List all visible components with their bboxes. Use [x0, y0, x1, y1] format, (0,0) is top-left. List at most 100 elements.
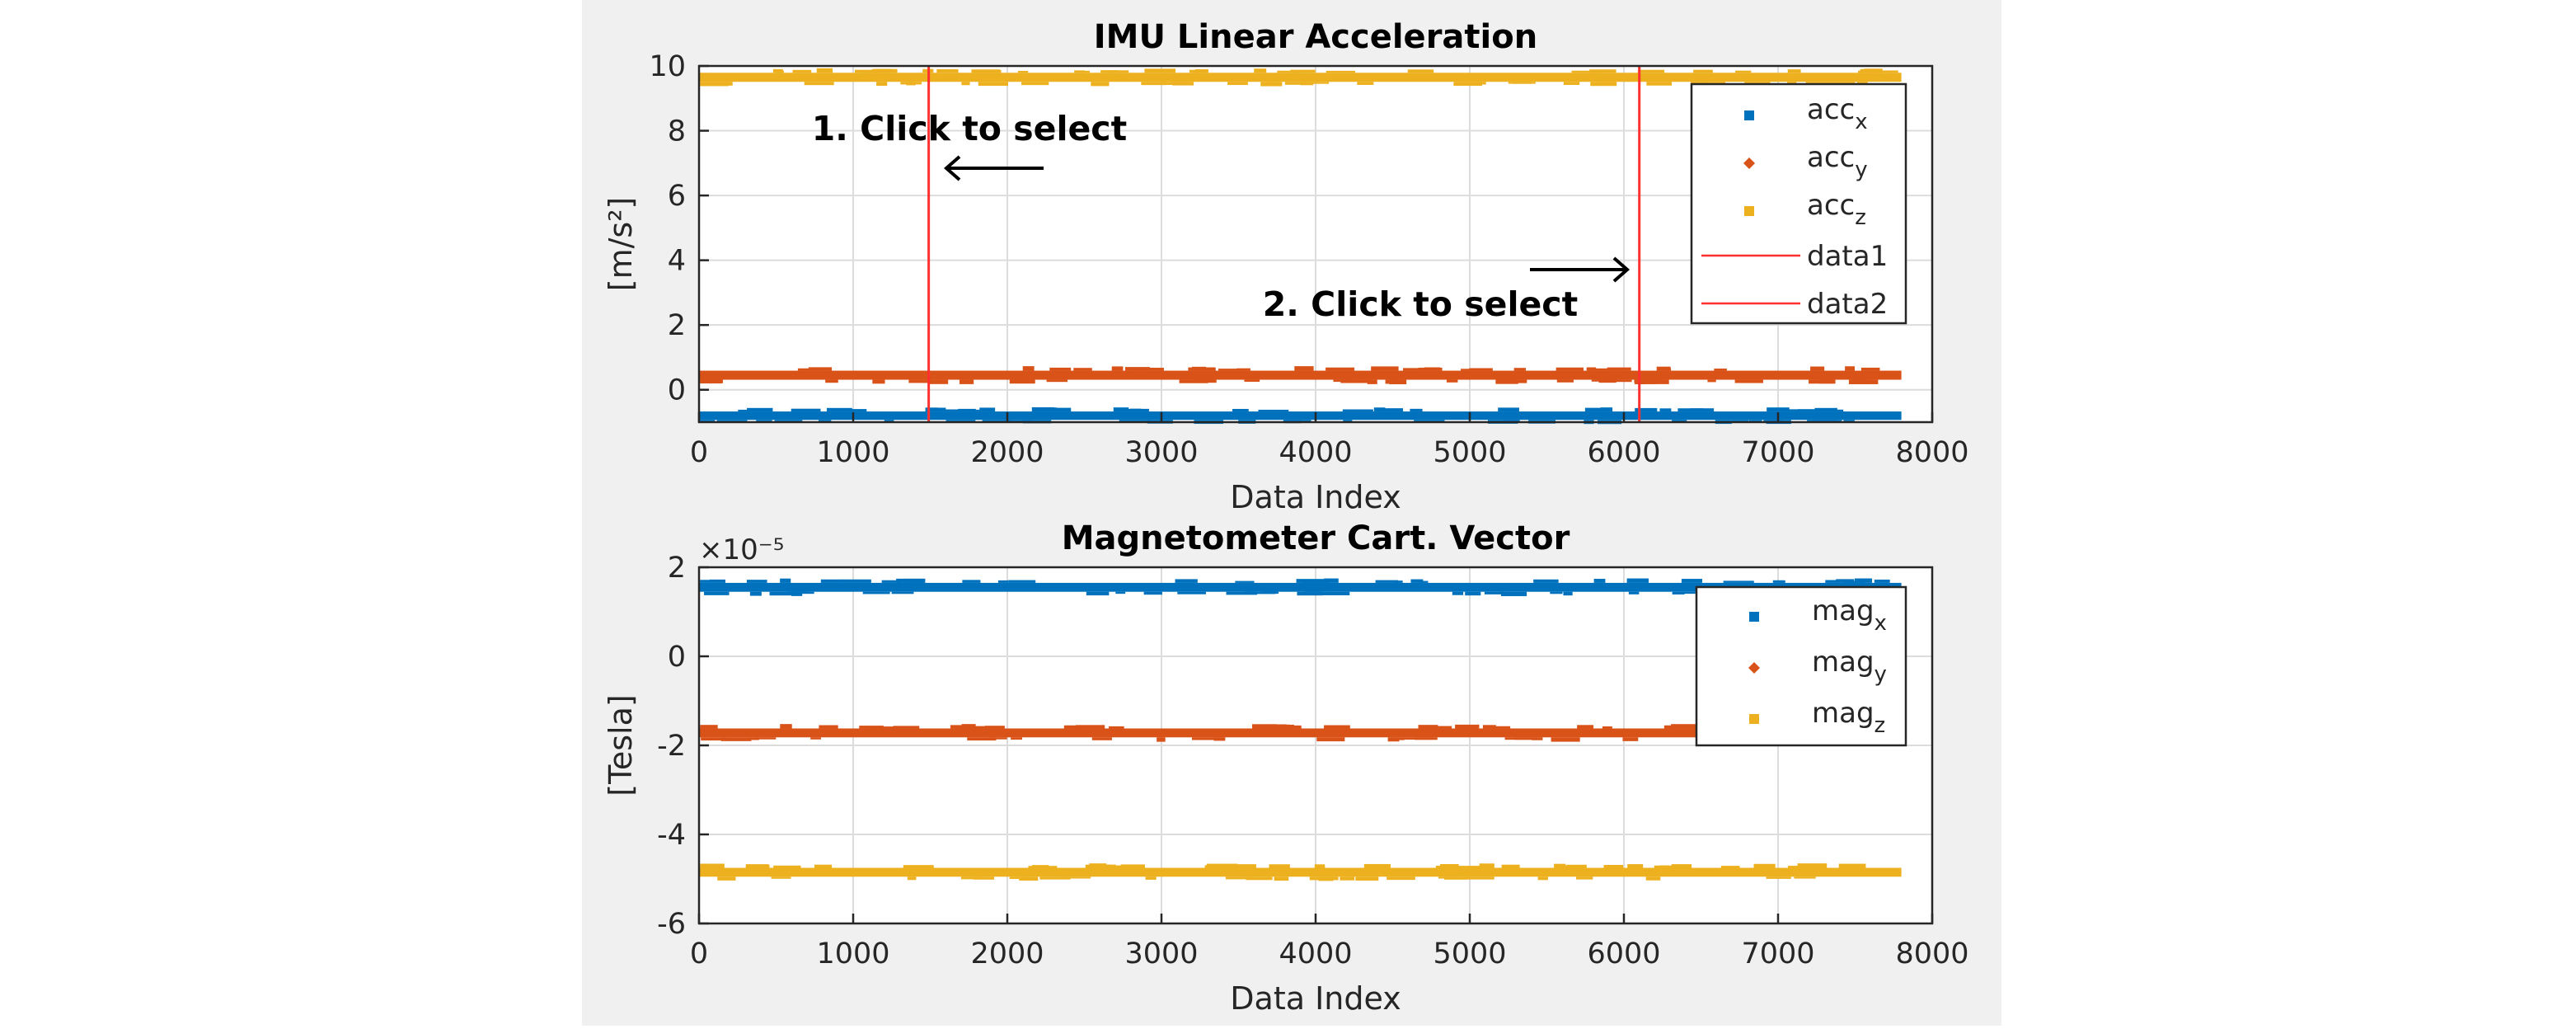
accel-series-z-points: [1637, 69, 1665, 73]
mag-xtick-label: 8000: [1895, 937, 1968, 970]
mag-series-y-points: [1392, 737, 1405, 740]
accel-series-z-points: [1141, 82, 1166, 86]
accel-series-x-points: [964, 409, 995, 412]
mag-series-y-points: [701, 737, 727, 741]
mag-series-x-points: [769, 591, 795, 596]
accel-series-x-points: [1294, 420, 1311, 423]
annotation-step1-arrowhead: [943, 155, 961, 181]
accel-series-z-points: [1735, 70, 1752, 73]
accel-series-y-points: [1371, 369, 1382, 371]
mag-series-z-points: [1039, 876, 1071, 880]
mag-series-x-points: [709, 579, 726, 583]
accel-series-x-points: [1414, 420, 1445, 423]
mag-series-x-points: [1235, 580, 1255, 583]
mag-series-y-points: [720, 737, 752, 741]
accel-series-y-points: [700, 379, 722, 384]
accel-series-z-points: [1021, 82, 1049, 86]
mag-series-z-points: [1566, 864, 1587, 868]
mag-series-y-points: [1671, 724, 1696, 729]
accel-series-x-points: [774, 420, 803, 422]
mag-series-z-points: [1627, 864, 1644, 868]
mag-series-z-points: [1028, 866, 1058, 868]
accel-series-y-points: [714, 379, 723, 383]
accel-ytick-label: 4: [668, 245, 686, 278]
accel-series-x-points: [945, 420, 976, 422]
accel-series-z-points: [1277, 70, 1301, 73]
mag-series-x-points: [1593, 579, 1606, 583]
accel-series-z-points: [1787, 69, 1801, 73]
accel-series-x-points: [1373, 407, 1386, 412]
accel-series-z-points: [1110, 70, 1129, 73]
accel-series-x-points: [1342, 409, 1373, 412]
mag-series-z-points: [1841, 865, 1860, 868]
accel-series-x-points: [1814, 407, 1837, 412]
accel-series-y-points: [1403, 368, 1424, 371]
accel-ytick-label: 2: [668, 309, 686, 342]
mag-series-y-points: [1622, 737, 1639, 741]
accel-series-y-points: [808, 367, 833, 371]
mag-series-z-points: [1501, 864, 1520, 868]
accel-series-x-points: [1031, 406, 1055, 412]
accel-series-x-points: [1236, 409, 1246, 412]
accel-legend-label-data2: data2: [1807, 288, 1888, 321]
mag-series-x-points: [1550, 591, 1563, 594]
mag-series-z-points: [1654, 865, 1677, 868]
accel-ytick-label: 0: [668, 374, 686, 407]
accel-series-z-points: [804, 82, 834, 86]
mag-series-y-points: [1551, 737, 1580, 742]
magnetometer-plot[interactable]: 0 1000 2000 3000 4000 5000 6000 7000 8000 -6 -4 -2 0…: [603, 519, 1969, 1017]
accel-legend-marker-z: [1744, 206, 1754, 216]
accel-xtick-label: 5000: [1433, 436, 1506, 469]
mag-series-y-points: [1269, 724, 1287, 729]
acceleration-plot[interactable]: 0 1000 2000 3000 4000 5000 6000 7000 8000 0 2 4 6 8 10…: [603, 18, 1969, 515]
mag-series-y-points: [967, 737, 997, 741]
mag-legend-label-x: magx: [1812, 594, 1887, 636]
accel-series-z-points: [1144, 68, 1176, 73]
accel-series-z-points: [1189, 69, 1205, 73]
accel-series-y-points: [1188, 367, 1216, 371]
accel-series-x-points: [791, 408, 821, 412]
mag-series-x-points: [700, 580, 711, 583]
mag-ytick-label: -2: [657, 730, 686, 763]
accel-xtick-label: 2000: [970, 436, 1044, 469]
mag-legend-label-y: magy: [1812, 646, 1887, 687]
mag-series-x-points: [1143, 591, 1162, 595]
accel-series-x-points: [1385, 408, 1404, 412]
accel-series-y-points: [1612, 379, 1632, 383]
mag-series-x-points: [1772, 580, 1785, 583]
mag-series-x-points: [862, 591, 890, 594]
mag-series-z-points: [1246, 876, 1273, 881]
accel-series-z-points: [900, 82, 922, 85]
mag-series-y-points: [1253, 724, 1265, 729]
accel-series-y-points: [1389, 379, 1407, 385]
mag-xtick-label: 7000: [1741, 937, 1814, 970]
mag-series-z-points: [1340, 876, 1355, 881]
mag-series-x-points: [1836, 579, 1855, 583]
mag-series-x-points: [791, 591, 803, 596]
mag-series-z-points: [1089, 863, 1107, 868]
mag-series-y-points: [1602, 726, 1612, 729]
mag-series-z-points: [814, 864, 833, 868]
mag-series-y-points: [859, 726, 884, 729]
mag-series-z-points: [1101, 865, 1129, 868]
accel-series-z-points: [1265, 82, 1274, 85]
accel-series-y-points: [1009, 379, 1035, 384]
accel-xtick-label: 6000: [1587, 436, 1660, 469]
mag-series-z-points: [1576, 876, 1593, 880]
mag-series-x-points: [1115, 591, 1126, 594]
mag-series-x-points: [997, 580, 1009, 583]
annotation-step2: 2. Click to select: [1263, 256, 1631, 324]
mag-series-z-points: [745, 864, 769, 868]
accel-series-x-points: [1410, 408, 1423, 412]
accel-series-y-points: [1424, 367, 1440, 371]
mag-series-x-points: [1375, 580, 1398, 583]
accel-series-z-points: [702, 82, 733, 86]
mag-series-y-points: [893, 726, 920, 729]
mag-series-x-points: [962, 580, 981, 583]
mag-series-y-points: [1455, 724, 1480, 729]
mag-series-z-points: [1355, 876, 1379, 881]
accel-series-y-points: [929, 379, 949, 384]
accel-series-z-points: [1590, 82, 1617, 87]
mag-series-y-points: [1011, 737, 1022, 740]
accel-series-x-points: [979, 407, 996, 412]
